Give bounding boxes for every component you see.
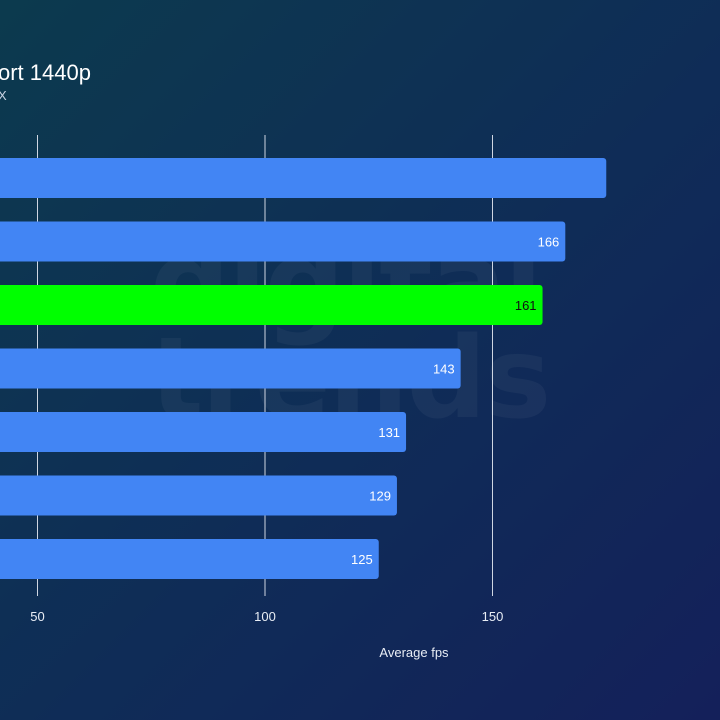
chart-subtitle: X bbox=[0, 88, 7, 103]
bar-value-label: 131 bbox=[378, 425, 400, 440]
bar-value-label: 161 bbox=[515, 298, 537, 313]
bar bbox=[0, 221, 566, 262]
bar bbox=[0, 348, 461, 389]
bar-value-label: 125 bbox=[351, 552, 373, 567]
x-axis-label: Average fps bbox=[379, 645, 449, 660]
bar bbox=[0, 412, 407, 452]
bar-value-label: 166 bbox=[538, 235, 560, 250]
bar bbox=[0, 158, 607, 198]
x-tick-label: 50 bbox=[30, 609, 44, 624]
x-tick-label: 150 bbox=[482, 609, 504, 624]
bar bbox=[0, 475, 397, 516]
chart-title: ort 1440p bbox=[0, 60, 91, 85]
bar bbox=[0, 539, 379, 579]
bar-value-label: 129 bbox=[369, 489, 391, 504]
x-tick-label: 100 bbox=[254, 609, 276, 624]
bar bbox=[0, 285, 543, 325]
bar-value-label: 143 bbox=[433, 362, 455, 377]
